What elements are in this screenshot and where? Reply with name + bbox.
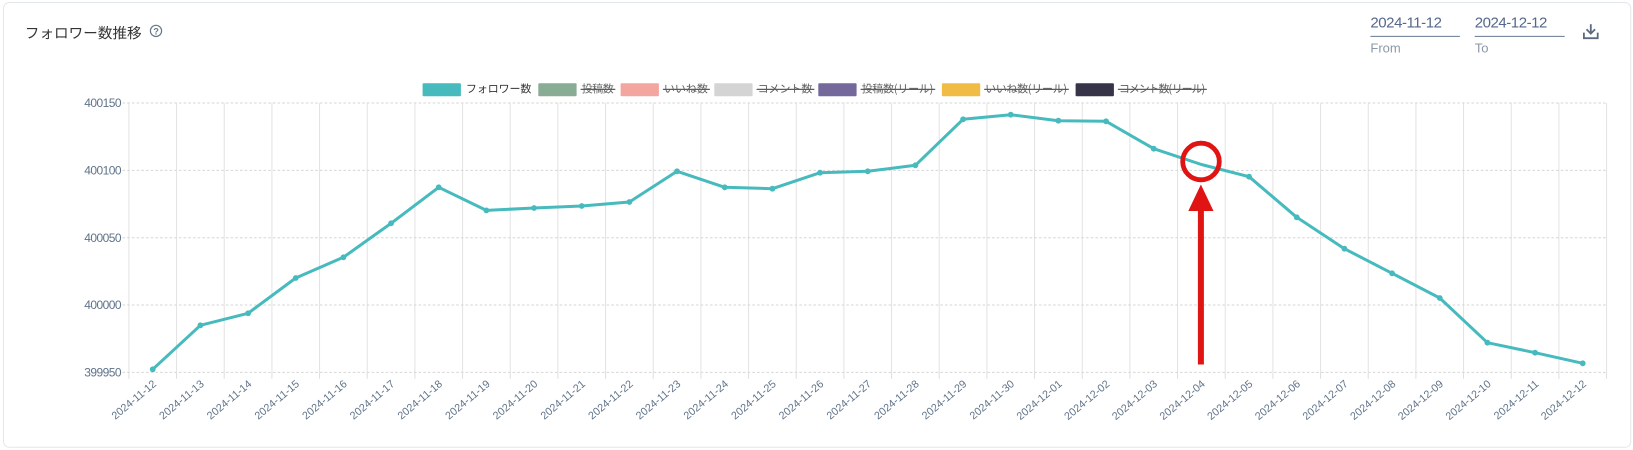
- svg-text:?: ?: [153, 26, 159, 36]
- svg-text:400050: 400050: [84, 231, 122, 245]
- svg-text:From: From: [1370, 41, 1400, 56]
- svg-text:2024-12-12: 2024-12-12: [1475, 15, 1547, 32]
- svg-text:400000: 400000: [84, 298, 122, 312]
- svg-text:2024-11-12: 2024-11-12: [1370, 15, 1441, 32]
- svg-text:To: To: [1475, 41, 1489, 56]
- svg-text:399950: 399950: [84, 366, 122, 380]
- svg-text:400100: 400100: [84, 164, 122, 178]
- svg-text:400150: 400150: [84, 96, 122, 110]
